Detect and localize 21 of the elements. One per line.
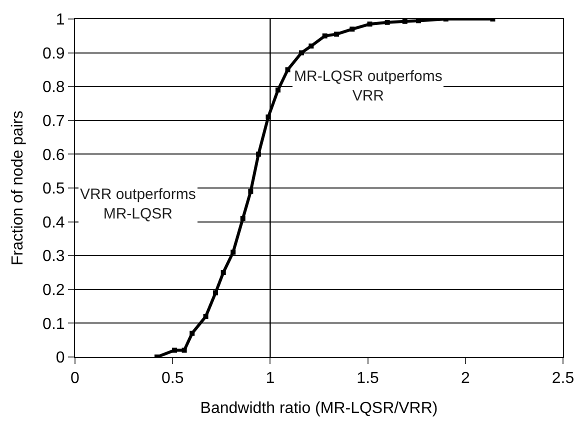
- y-tick-label: 0.5: [42, 180, 65, 198]
- y-tick-label: 1: [56, 12, 65, 29]
- x-tick-label: 1: [266, 370, 275, 388]
- x-tick-label: 2.5: [552, 370, 574, 388]
- y-tick-label: 0.7: [42, 113, 65, 130]
- y-tick-label: 0: [56, 350, 65, 367]
- y-tick-label: 0.9: [42, 45, 65, 62]
- x-tick-label: 2: [460, 370, 470, 388]
- y-axis-title: Fraction of node pairs: [9, 110, 26, 266]
- y-tick-label: 0.4: [42, 214, 65, 232]
- annotation: VRR outperforms MR-LQSR: [80, 186, 196, 222]
- y-tick-label: 0.2: [42, 282, 65, 299]
- y-tick-label: 0.3: [42, 248, 65, 266]
- y-tick-label: 0.1: [42, 316, 65, 333]
- annotation: MR-LQSR outperfoms VRR: [294, 68, 442, 104]
- x-tick-label: 0.5: [161, 370, 184, 388]
- x-tick-label: 0: [70, 370, 80, 388]
- y-tick-label: 0.8: [42, 79, 65, 96]
- y-tick-label: 0.6: [42, 146, 65, 164]
- x-axis-title: Bandwidth ratio (MR-LQSR/VRR): [200, 400, 438, 417]
- x-tick-label: 1.5: [356, 370, 380, 388]
